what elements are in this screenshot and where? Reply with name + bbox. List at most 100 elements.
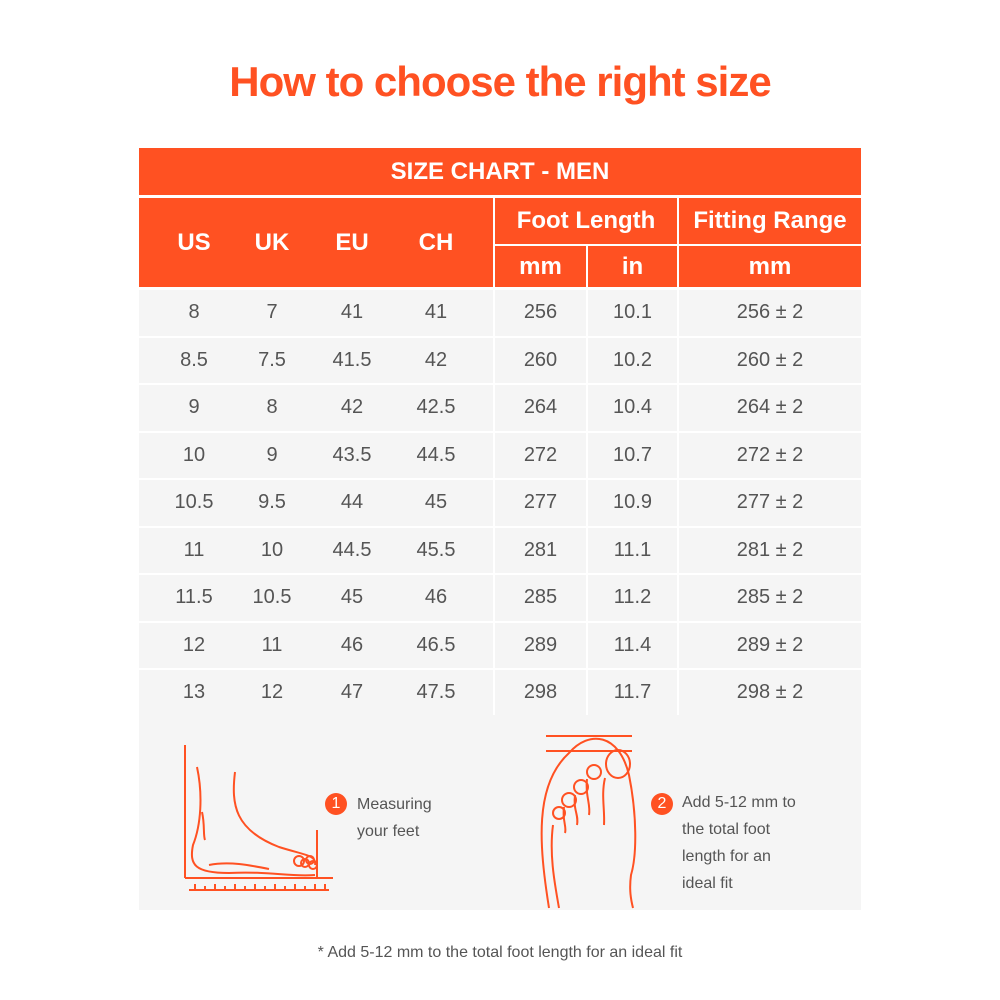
step-2-text: Add 5-12 mm to the total foot length for… bbox=[682, 789, 796, 897]
cell-foot-mm: 298 bbox=[523, 681, 558, 704]
cell-foot-in: 10.7 bbox=[613, 443, 652, 466]
cell-ch: 46.5 bbox=[416, 633, 456, 656]
step-2-line: the total foot bbox=[682, 821, 771, 838]
header-foot-mm: mm bbox=[495, 246, 586, 287]
column-divider bbox=[493, 290, 495, 715]
top-foot-icon bbox=[540, 735, 637, 909]
cell-ch: 45.5 bbox=[416, 538, 456, 561]
cell-eu: 44 bbox=[340, 491, 364, 514]
page-title: How to choose the right size bbox=[229, 58, 771, 105]
cell-us: 8 bbox=[188, 301, 200, 324]
cell-fitting-range: 264 ± 2 bbox=[736, 396, 804, 419]
foot-illustrations bbox=[184, 735, 637, 909]
step-1-line: Measuring bbox=[357, 796, 432, 813]
cell-eu: 41 bbox=[340, 301, 364, 324]
cell-ch: 42 bbox=[424, 348, 448, 371]
cell-us: 9 bbox=[188, 396, 200, 419]
cell-eu: 41.5 bbox=[332, 348, 372, 371]
cell-fitting-range: 298 ± 2 bbox=[736, 681, 804, 704]
table-row bbox=[139, 575, 861, 621]
cell-ch: 41 bbox=[424, 301, 448, 324]
cell-foot-mm: 260 bbox=[523, 348, 558, 371]
header-fitting-range: Fitting Range bbox=[679, 198, 861, 244]
header-uk: UK bbox=[233, 198, 311, 287]
step-1-text: Measuring your feet bbox=[357, 791, 432, 845]
cell-foot-in: 11.4 bbox=[613, 633, 652, 656]
table-row bbox=[139, 385, 861, 431]
table-row bbox=[139, 290, 861, 336]
step-2-line: length for an bbox=[682, 848, 771, 865]
step-1-line: your feet bbox=[357, 823, 420, 840]
cell-ch: 46 bbox=[424, 586, 448, 609]
cell-foot-mm: 277 bbox=[523, 491, 558, 514]
header-eu: EU bbox=[311, 198, 393, 287]
cell-foot-in: 11.2 bbox=[613, 586, 652, 609]
cell-us: 11.5 bbox=[175, 586, 213, 609]
cell-us: 10 bbox=[182, 443, 206, 466]
header-ch: CH bbox=[393, 198, 479, 287]
cell-uk: 10 bbox=[260, 538, 284, 561]
table-row bbox=[139, 480, 861, 526]
table-row bbox=[139, 527, 861, 573]
header-fitting-mm: mm bbox=[679, 246, 861, 287]
table-row bbox=[139, 622, 861, 668]
cell-fitting-range: 277 ± 2 bbox=[736, 491, 804, 514]
side-foot-icon bbox=[184, 745, 333, 891]
cell-us: 12 bbox=[182, 633, 206, 656]
step-2-badge: 2 bbox=[651, 793, 673, 815]
cell-uk: 11 bbox=[261, 633, 283, 656]
header-foot-in: in bbox=[588, 246, 677, 287]
cell-foot-mm: 289 bbox=[523, 633, 558, 656]
header-us: US bbox=[155, 198, 233, 287]
cell-us: 13 bbox=[182, 681, 206, 704]
cell-foot-in: 11.1 bbox=[613, 538, 652, 561]
table-caption: SIZE CHART - MEN bbox=[139, 148, 861, 195]
column-divider bbox=[586, 290, 588, 715]
table-row bbox=[139, 432, 861, 478]
table-row bbox=[139, 670, 861, 716]
cell-ch: 42.5 bbox=[416, 396, 456, 419]
cell-eu: 44.5 bbox=[332, 538, 372, 561]
cell-fitting-range: 285 ± 2 bbox=[736, 586, 804, 609]
cell-eu: 45 bbox=[340, 586, 364, 609]
table-row bbox=[139, 337, 861, 383]
cell-fitting-range: 260 ± 2 bbox=[736, 348, 804, 371]
cell-uk: 12 bbox=[260, 681, 284, 704]
cell-uk: 8 bbox=[266, 396, 278, 419]
cell-fitting-range: 272 ± 2 bbox=[736, 443, 804, 466]
cell-us: 8.5 bbox=[180, 348, 208, 371]
cell-us: 11 bbox=[183, 538, 205, 561]
cell-foot-mm: 281 bbox=[523, 538, 558, 561]
cell-uk: 9.5 bbox=[258, 491, 286, 514]
cell-foot-mm: 285 bbox=[523, 586, 558, 609]
cell-foot-in: 10.4 bbox=[613, 396, 652, 419]
cell-uk: 7 bbox=[266, 301, 278, 324]
column-divider bbox=[677, 290, 679, 715]
step-1-badge: 1 bbox=[325, 793, 347, 815]
step-2-line: Add 5-12 mm to bbox=[682, 794, 796, 811]
cell-fitting-range: 256 ± 2 bbox=[736, 301, 804, 324]
cell-foot-in: 10.1 bbox=[613, 301, 652, 324]
cell-uk: 10.5 bbox=[252, 586, 292, 609]
cell-fitting-range: 289 ± 2 bbox=[736, 633, 804, 656]
cell-fitting-range: 281 ± 2 bbox=[736, 538, 804, 561]
cell-us: 10.5 bbox=[174, 491, 214, 514]
cell-eu: 46 bbox=[340, 633, 364, 656]
footnote: * Add 5-12 mm to the total foot length f… bbox=[317, 944, 683, 961]
cell-eu: 42 bbox=[340, 396, 364, 419]
step-2-line: ideal fit bbox=[682, 875, 733, 892]
measuring-instructions: 1 Measuring your feet 2 Add 5-12 mm to t… bbox=[139, 715, 861, 910]
cell-eu: 47 bbox=[340, 681, 364, 704]
cell-ch: 47.5 bbox=[416, 681, 456, 704]
cell-uk: 9 bbox=[266, 443, 278, 466]
cell-uk: 7.5 bbox=[258, 348, 286, 371]
cell-eu: 43.5 bbox=[332, 443, 372, 466]
cell-foot-mm: 264 bbox=[523, 396, 558, 419]
cell-ch: 45 bbox=[424, 491, 448, 514]
cell-foot-in: 10.9 bbox=[613, 491, 652, 514]
cell-ch: 44.5 bbox=[416, 443, 456, 466]
cell-foot-mm: 272 bbox=[523, 443, 558, 466]
cell-foot-mm: 256 bbox=[523, 301, 558, 324]
header-foot-length: Foot Length bbox=[495, 198, 677, 244]
